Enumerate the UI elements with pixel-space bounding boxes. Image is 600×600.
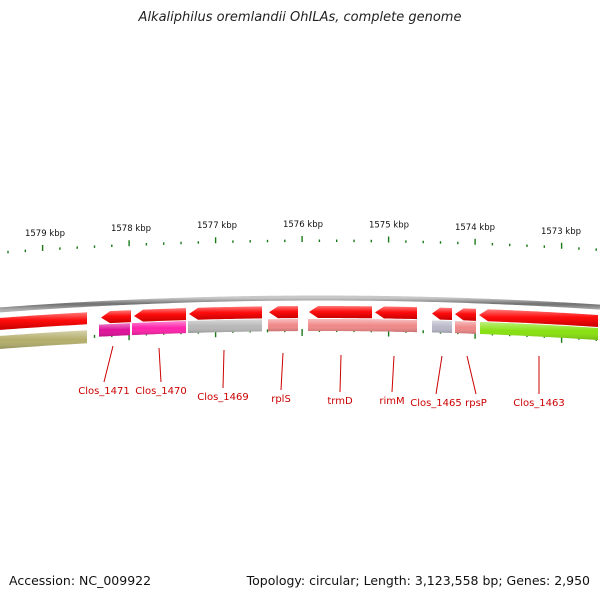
- label-leader: [339, 354, 342, 393]
- label-leader: [466, 355, 477, 395]
- gene-label: rimM: [379, 396, 404, 407]
- cds-feature: [375, 306, 417, 320]
- cds-feature: [432, 307, 452, 321]
- gene-label: Clos_1470: [135, 386, 187, 397]
- gene-label: Clos_1465: [410, 398, 462, 409]
- gene-labels: Clos_1471 Clos_1470 Clos_1469 rplS trmD rimM C…: [78, 386, 565, 409]
- scale-label: 1578 kbp: [111, 224, 151, 234]
- cds-track: [0, 306, 598, 349]
- cds-feature: [455, 308, 476, 321]
- gene-track: [99, 319, 598, 340]
- scale-labels: 1579 kbp 1578 kbp 1577 kbp 1576 kbp 1575 kbp…: [25, 220, 581, 239]
- gene-label: Clos_1471: [78, 386, 130, 397]
- gene-label: trmD: [327, 396, 353, 407]
- label-leaders: [103, 345, 540, 395]
- scale-ticks-top: [7, 236, 597, 254]
- scale-label: 1574 kbp: [455, 223, 495, 233]
- cds-feature: [0, 312, 87, 330]
- cds-feature: [101, 310, 131, 324]
- genome-backbone: [0, 295, 600, 313]
- scale-label: 1573 kbp: [541, 227, 581, 237]
- cds-feature: [269, 306, 298, 319]
- cds-feature: [309, 306, 372, 319]
- gene-label: rpsP: [465, 398, 487, 409]
- scale-label: 1577 kbp: [197, 221, 237, 231]
- gene-label: Clos_1463: [513, 398, 565, 409]
- map-title: Alkaliphilus oremlandii OhILAs, complete…: [138, 10, 462, 25]
- label-leader: [391, 355, 395, 393]
- label-leader: [280, 352, 284, 391]
- cds-feature: [479, 309, 598, 327]
- label-leader: [222, 349, 225, 389]
- scale-label: 1579 kbp: [25, 229, 65, 239]
- gene-label: Clos_1469: [197, 392, 249, 403]
- cds-feature: [189, 306, 262, 320]
- scale-label: 1575 kbp: [369, 221, 409, 231]
- label-leader: [158, 347, 162, 383]
- label-leader: [435, 355, 443, 395]
- accession-text: Accession: NC_009922: [9, 573, 152, 588]
- label-leader: [103, 345, 114, 383]
- cds-feature: [134, 308, 186, 322]
- topology-summary: Topology: circular; Length: 3,123,558 bp…: [246, 573, 590, 588]
- gene-label: rplS: [271, 394, 291, 405]
- scale-label: 1576 kbp: [283, 220, 323, 230]
